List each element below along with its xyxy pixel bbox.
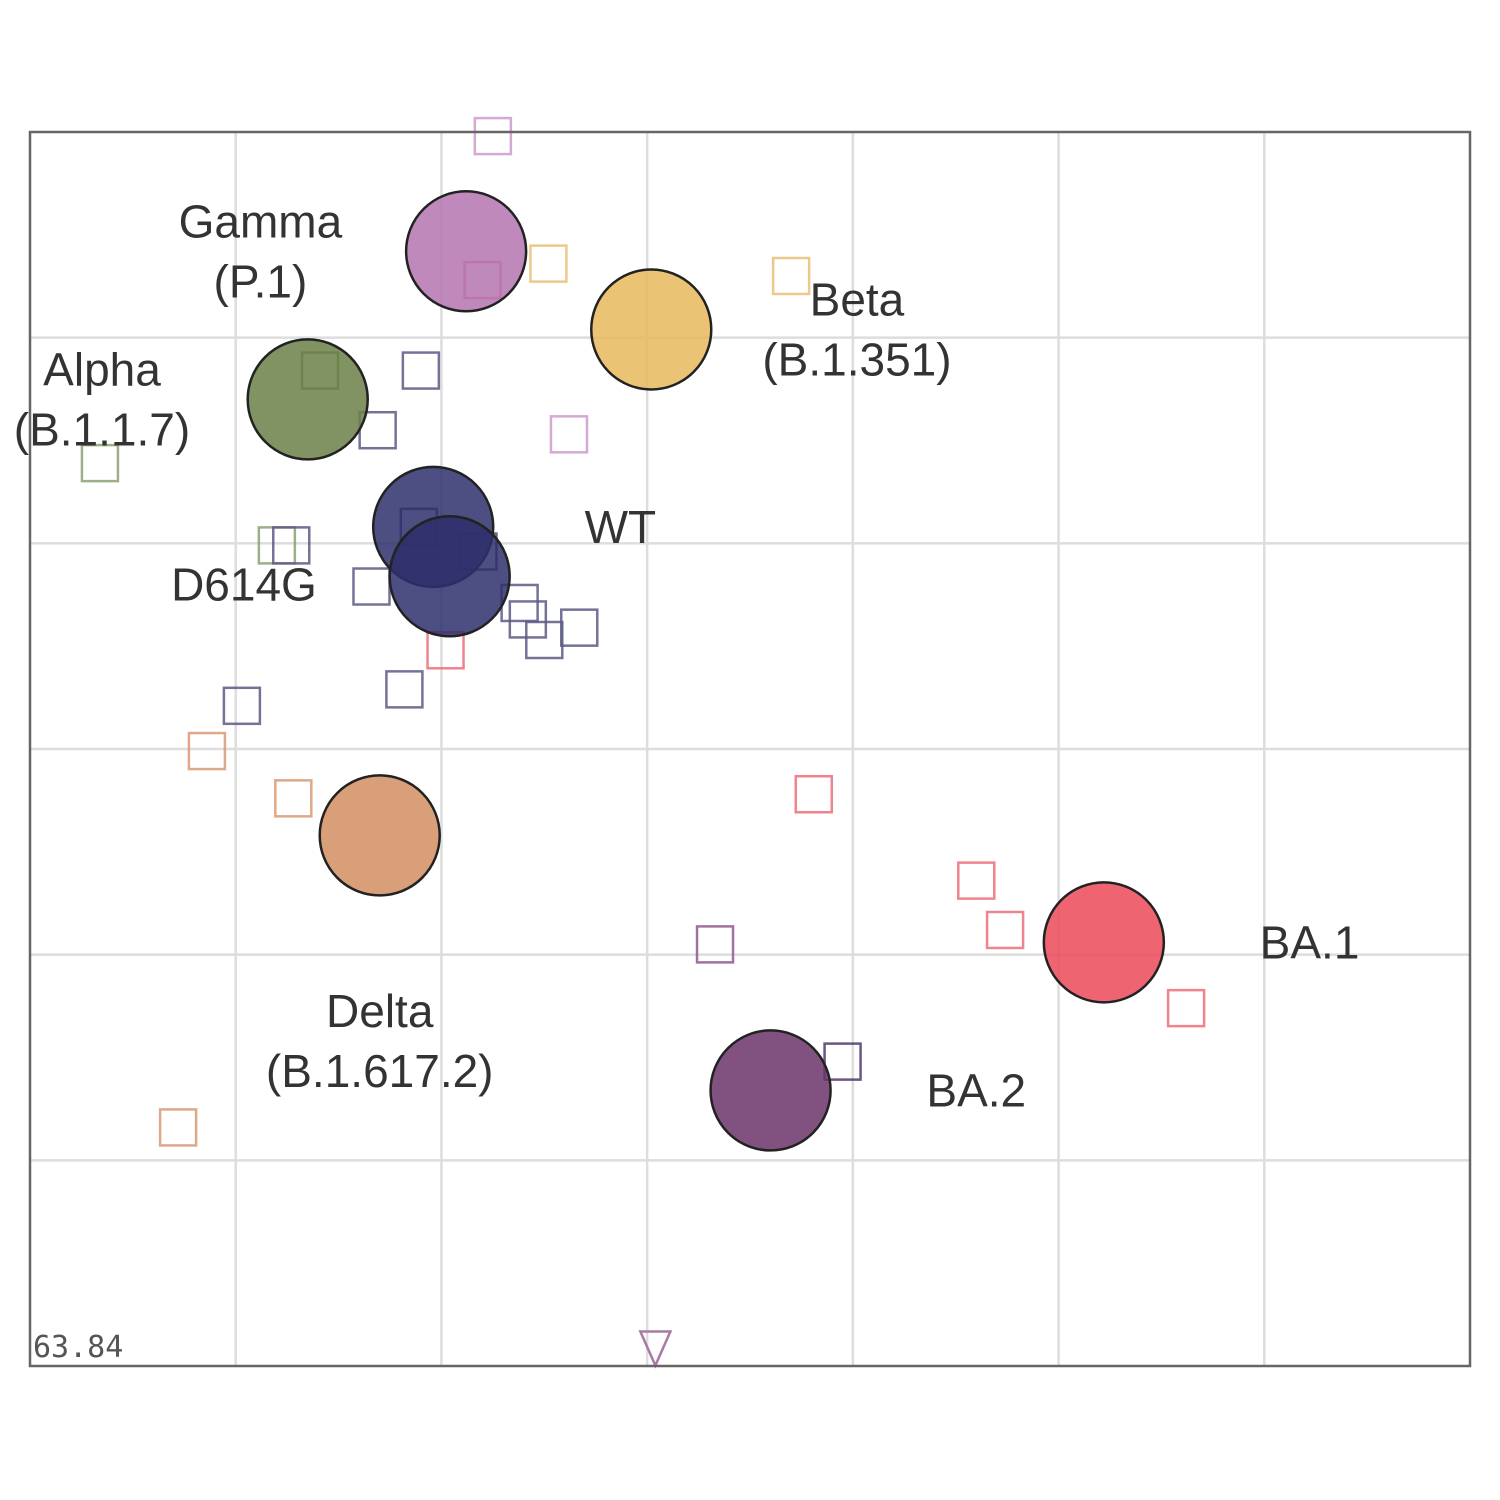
antigen-label: (B.1.617.2) <box>266 1045 494 1097</box>
antigen-label: BA.2 <box>926 1064 1026 1116</box>
serum-point <box>401 351 441 390</box>
stress-label: 63.84 <box>33 1330 123 1365</box>
serum-point <box>985 910 1025 950</box>
antigen-point <box>590 268 713 391</box>
serum-point <box>80 443 120 483</box>
antigen-labels: WT D614G Alpha (B.1.1.7) Beta (B.1.351) Gamma (… <box>14 195 1360 1116</box>
serum-point <box>272 526 311 565</box>
serum-point <box>508 600 548 639</box>
serum-point <box>1166 988 1206 1028</box>
antigen-label: Delta <box>326 985 434 1037</box>
antigen-label: (B.1.1.7) <box>14 403 190 455</box>
antigen-point <box>388 514 511 638</box>
antigen-label: Beta <box>810 273 905 325</box>
serum-point <box>385 670 424 709</box>
plot-border <box>28 130 1472 1368</box>
serum-point <box>794 774 834 814</box>
antigen-label: (P.1) <box>214 255 308 307</box>
serum-point <box>158 1108 198 1147</box>
serum-point <box>549 415 589 454</box>
antigen-label: Alpha <box>43 343 161 395</box>
serum-point <box>695 925 735 964</box>
antigen-points <box>246 190 1166 1152</box>
antigen-label: Gamma <box>179 195 343 247</box>
antigen-label: WT <box>585 501 657 553</box>
antigen-label: (B.1.351) <box>762 333 951 385</box>
antigen-point <box>1042 881 1166 1004</box>
antigen-point <box>404 190 528 313</box>
antigen-label: D614G <box>171 558 317 610</box>
offscale-serum-marker <box>638 1330 673 1369</box>
antigen-label: BA.1 <box>1260 916 1360 968</box>
serum-point <box>957 861 996 900</box>
serum-point <box>525 620 564 660</box>
antigen-point <box>318 774 441 897</box>
serum-point <box>187 731 227 771</box>
serum-point <box>771 256 811 296</box>
serum-point <box>222 686 262 726</box>
antigen-point <box>246 338 369 461</box>
antigen-point <box>709 1029 832 1152</box>
serum-point <box>473 116 513 156</box>
serum-point <box>529 244 568 283</box>
serum-point <box>274 779 313 818</box>
